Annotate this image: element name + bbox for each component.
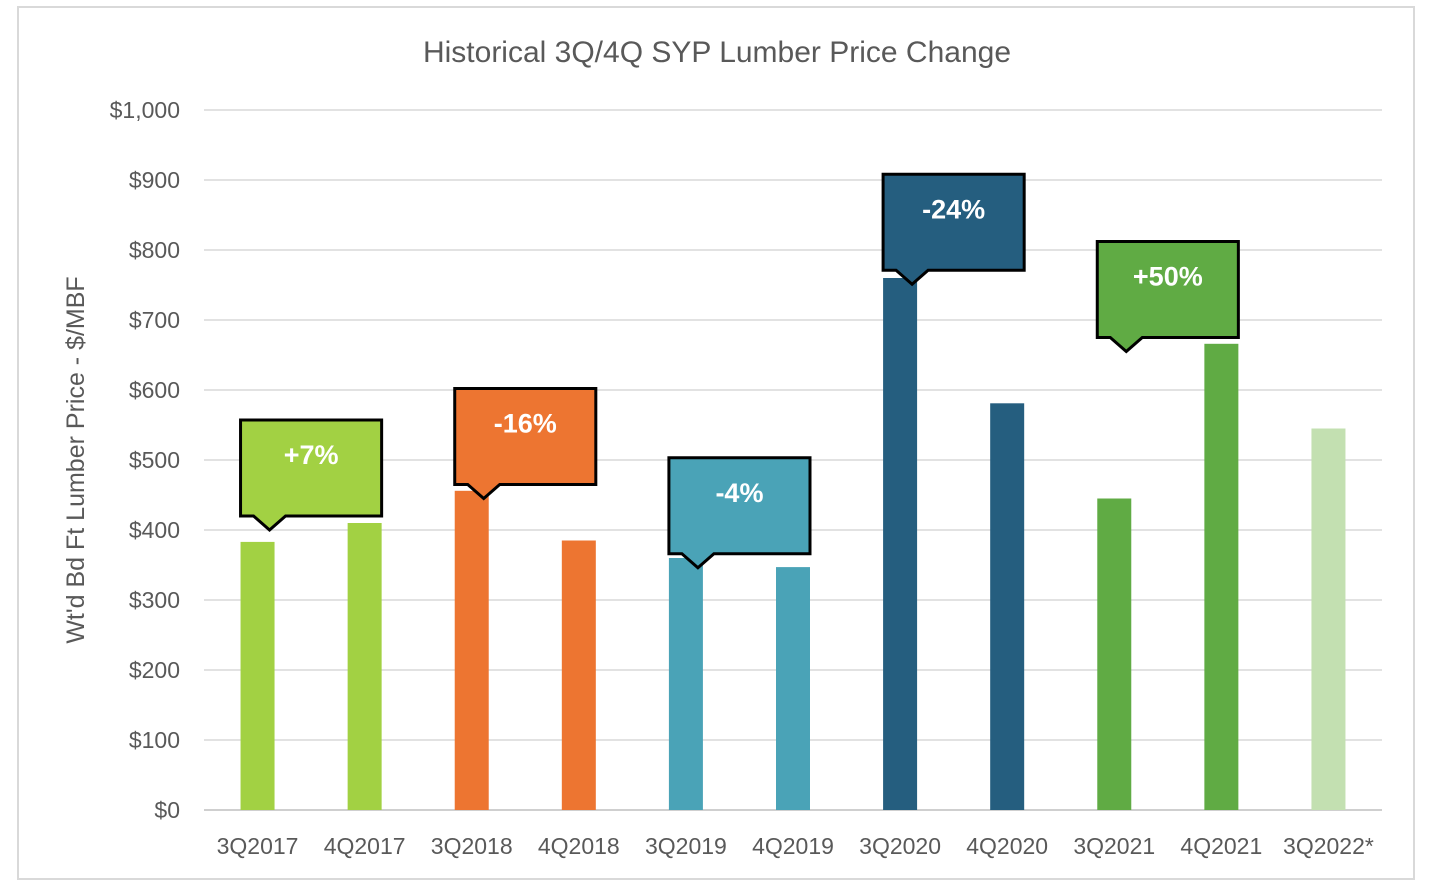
change-callouts: +7% -16% -4% -24% +50% xyxy=(239,172,1240,570)
x-axis-ticks: 3Q2017 4Q2017 3Q2018 4Q2018 3Q2019 4Q2019 3Q20… xyxy=(217,833,1374,859)
bar-3q2018 xyxy=(454,490,489,810)
callout-label: +7% xyxy=(284,440,339,470)
x-tick-label: 4Q2021 xyxy=(1180,833,1262,859)
x-tick-label: 4Q2018 xyxy=(538,833,620,859)
y-tick-label: $0 xyxy=(154,797,180,823)
callout-box xyxy=(881,172,1026,287)
callout-box xyxy=(1095,240,1240,354)
chart-title: Historical 3Q/4Q SYP Lumber Price Change xyxy=(423,36,1011,69)
callout-box xyxy=(667,456,812,570)
x-tick-label: 3Q2018 xyxy=(431,833,513,859)
gridlines xyxy=(204,109,1382,811)
y-tick-label: $800 xyxy=(129,237,180,263)
x-tick-label: 3Q2020 xyxy=(859,833,941,859)
x-tick-label: 4Q2017 xyxy=(324,833,406,859)
x-tick-label: 3Q2019 xyxy=(645,833,727,859)
x-tick-label: 4Q2020 xyxy=(966,833,1048,859)
y-tick-label: $900 xyxy=(129,167,180,193)
bar-4q2018 xyxy=(561,540,596,810)
y-axis-ticks: $0 $100 $200 $300 $400 $500 $600 $700 $800 $900 $1… xyxy=(110,97,180,823)
bar-3q2019 xyxy=(668,558,703,810)
y-tick-label: $700 xyxy=(129,307,180,333)
bar-3q2021 xyxy=(1097,498,1132,810)
bar-4q2021 xyxy=(1204,343,1239,810)
callout-label: +50% xyxy=(1133,262,1203,292)
y-tick-label: $1,000 xyxy=(110,97,180,123)
callout-label: -24% xyxy=(922,194,985,224)
y-tick-label: $400 xyxy=(129,517,180,543)
x-tick-label: 4Q2019 xyxy=(752,833,834,859)
y-tick-label: $500 xyxy=(129,447,180,473)
bar-3q2017 xyxy=(240,541,275,810)
callout-box xyxy=(453,387,598,501)
callout-box xyxy=(239,418,384,532)
bar-3q2022 xyxy=(1311,428,1346,810)
y-tick-label: $300 xyxy=(129,587,180,613)
bar-4q2017 xyxy=(347,523,382,810)
y-tick-label: $100 xyxy=(129,727,180,753)
bar-4q2020 xyxy=(990,403,1025,810)
bars xyxy=(240,278,1346,810)
callout-label: -4% xyxy=(715,478,763,508)
y-axis-label: Wt'd Bd Ft Lumber Price - $/MBF xyxy=(62,276,90,643)
y-tick-label: $200 xyxy=(129,657,180,683)
bar-4q2019 xyxy=(776,567,810,810)
x-tick-label: 3Q2022* xyxy=(1283,833,1374,859)
callout-label: -16% xyxy=(494,409,557,439)
x-tick-label: 3Q2017 xyxy=(217,833,299,859)
x-tick-label: 3Q2021 xyxy=(1073,833,1155,859)
y-tick-label: $600 xyxy=(129,377,180,403)
bar-3q2020 xyxy=(883,278,918,810)
